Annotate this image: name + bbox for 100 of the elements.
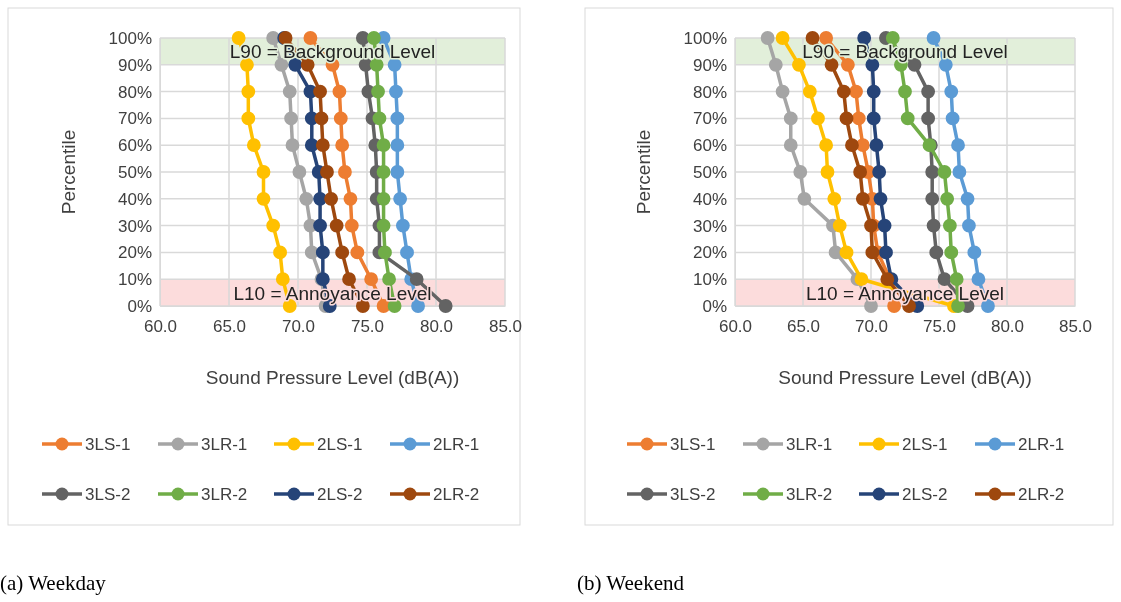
y-tick-label: 80% [692,82,727,102]
x-tick-label: 60.0 [718,317,753,337]
point [942,218,957,233]
point [921,84,936,99]
x-tick-label: 70.0 [281,317,316,337]
point [332,84,347,99]
point [376,138,391,153]
point [266,218,281,233]
point [849,84,863,99]
legend-label: 2LS-1 [317,435,363,454]
point [851,111,866,126]
x-tick-label: 75.0 [922,317,957,337]
point [400,245,414,260]
point [329,218,344,233]
x-tick-label: 80.0 [990,317,1025,337]
point [937,165,952,179]
point [879,245,893,260]
point [376,165,391,179]
point [366,31,381,45]
point [335,138,350,153]
y-tick-label: 10% [117,270,152,290]
point [792,57,806,72]
point [819,31,834,45]
legend-label: 3LR-2 [201,485,248,504]
legend-label: 3LR-2 [786,485,833,504]
y-tick-label: 70% [692,109,727,129]
y-axis-title: Percentile [58,129,79,215]
point [836,84,851,99]
y-tick-label: 100% [108,28,152,48]
point [819,138,834,153]
legend-label: 3LS-2 [85,485,131,504]
point [820,165,835,179]
point [438,299,453,313]
point [925,191,940,206]
point [949,272,964,287]
legend-label: 2LS-2 [317,485,363,504]
point [315,138,330,153]
point [390,138,405,153]
point [256,191,271,206]
legend-label: 3LS-1 [85,435,131,454]
point [857,31,872,45]
point [783,138,798,153]
point [390,165,405,179]
point [382,272,396,287]
legend-label: 2LR-1 [433,435,480,454]
legend-label: 3LS-2 [670,485,716,504]
y-tick-label: 40% [117,189,152,209]
point [256,165,271,179]
point [940,191,955,206]
legend-label: 3LS-1 [670,435,716,454]
y-tick-label: 0% [127,296,152,316]
point [246,138,261,153]
x-axis-title: Sound Pressure Level (dB(A)) [205,367,460,388]
point [925,165,940,179]
point [768,57,783,72]
point [873,191,888,206]
y-tick-label: 20% [117,243,152,263]
point [802,84,817,99]
point [839,245,854,260]
point [343,191,358,206]
point [285,138,300,153]
point [811,111,825,126]
point [393,191,408,206]
y-tick-label: 80% [117,82,152,102]
point [775,31,790,45]
point [273,245,287,260]
y-tick-label: 40% [692,189,727,209]
point [378,245,392,260]
point [832,218,847,233]
y-tick-label: 90% [117,55,152,75]
point [854,272,869,287]
text: (a) Weekday [0,571,107,595]
point [241,84,256,99]
x-tick-label: 65.0 [212,317,247,337]
point [314,111,329,126]
point [333,111,348,126]
x-tick-label: 85.0 [1058,317,1093,337]
point [231,31,246,45]
point [389,84,403,99]
text: (b) Weekend [577,571,685,595]
point [898,84,912,99]
x-tick-label: 75.0 [350,317,385,337]
y-tick-label: 10% [692,270,727,290]
point [962,218,976,233]
point [853,165,868,179]
point [944,245,959,260]
x-tick-label: 80.0 [419,317,454,337]
point [926,218,941,233]
point [395,218,410,233]
x-tick-label: 70.0 [854,317,889,337]
point [376,191,391,206]
point [805,31,820,45]
point [313,218,327,233]
point [775,84,790,99]
point [797,191,812,206]
x-axis-title: Sound Pressure Level (dB(A)) [778,367,1032,388]
point [967,245,982,260]
point [350,245,365,260]
point [866,84,881,99]
point [783,111,798,126]
